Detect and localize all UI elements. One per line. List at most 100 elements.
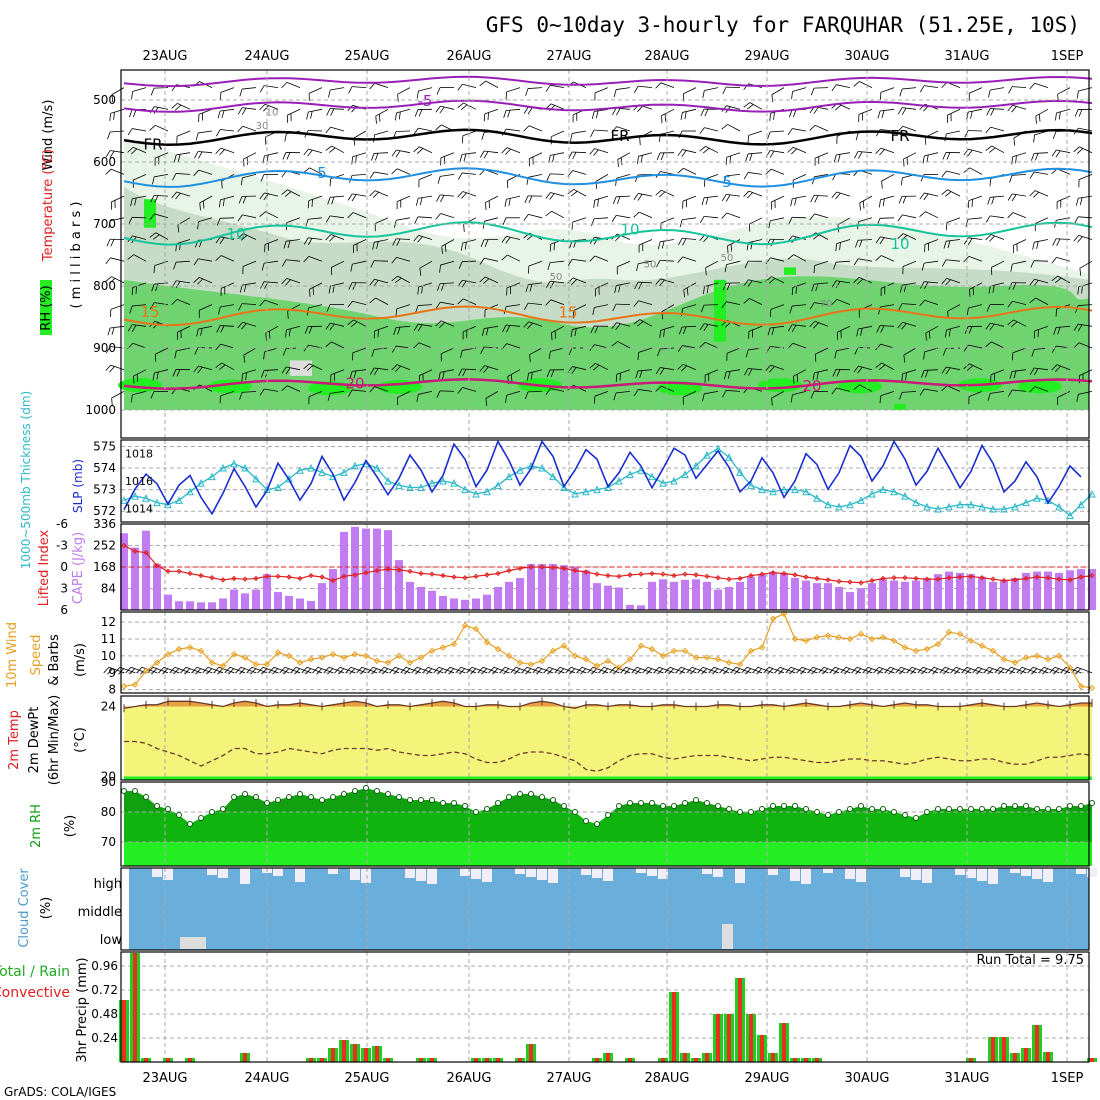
barb-staff xyxy=(460,666,477,674)
lifted-index-marker xyxy=(121,542,127,549)
barb-flag xyxy=(267,243,270,251)
lifted-index-marker xyxy=(451,574,457,580)
barb-flag xyxy=(636,263,639,272)
rh-marker xyxy=(869,806,875,812)
precip-conv-bar xyxy=(419,1058,423,1062)
lifted-index-marker xyxy=(242,576,248,582)
cape-bar xyxy=(703,581,711,610)
rh-marker xyxy=(286,794,292,800)
barb-flag xyxy=(789,109,793,118)
wind-ylabel-1: 10m Wind xyxy=(5,622,20,688)
wind-barb xyxy=(1029,297,1049,305)
wind-barb xyxy=(523,125,543,132)
barb-staff xyxy=(977,666,994,674)
barb-flag xyxy=(545,84,551,92)
wind-barb xyxy=(1053,325,1071,335)
thickness-marker xyxy=(989,504,997,513)
barb-flag xyxy=(906,157,908,165)
wind-barb xyxy=(985,322,1005,331)
wind-barb xyxy=(787,128,807,136)
wind-barb xyxy=(151,282,169,292)
barb-flag xyxy=(811,668,818,675)
barb-flag xyxy=(724,264,727,273)
barb-flag xyxy=(985,341,992,348)
wind-tick-label: 11 xyxy=(101,632,116,646)
wind-barb xyxy=(941,385,961,392)
barb-flag xyxy=(282,259,287,267)
wind-barb xyxy=(1011,152,1027,165)
wind-barb xyxy=(150,390,168,399)
barb-flag xyxy=(853,384,860,390)
precip-conv-bar xyxy=(430,1058,434,1062)
barb-flag xyxy=(393,668,400,675)
wind-barb xyxy=(902,260,917,275)
wind-barb xyxy=(700,304,719,313)
barb-staff xyxy=(462,325,477,333)
wind-barb xyxy=(661,108,675,124)
barb-flag xyxy=(265,137,267,145)
wind-barb xyxy=(193,277,213,285)
barb-flag xyxy=(787,254,794,260)
barb-flag xyxy=(991,196,995,205)
barb-staff xyxy=(286,81,301,88)
barb-staff xyxy=(308,391,323,398)
rh-marker xyxy=(264,800,270,806)
barb-flag xyxy=(105,150,111,158)
barb-flag xyxy=(243,354,246,363)
wind-barb xyxy=(150,194,169,203)
barb-staff xyxy=(176,152,191,156)
barb-staff xyxy=(1078,391,1093,395)
barb-flag xyxy=(215,236,221,244)
barb-staff xyxy=(308,108,323,113)
surface-wind-barb xyxy=(741,666,763,675)
lifted-index-marker xyxy=(913,575,919,582)
wind-barb xyxy=(239,87,257,97)
barb-flag xyxy=(369,279,375,286)
cape-bar xyxy=(285,595,293,610)
rh-marker xyxy=(1089,800,1095,806)
thickness-marker xyxy=(758,485,766,494)
lifted-index-marker xyxy=(165,568,171,575)
barb-staff xyxy=(317,666,334,674)
wind-barb xyxy=(479,80,499,88)
barb-flag xyxy=(283,668,290,675)
barb-staff xyxy=(770,364,785,371)
wind-barb xyxy=(309,282,323,297)
barb-staff xyxy=(396,345,411,349)
barb-staff xyxy=(155,232,169,240)
barb-flag xyxy=(976,668,983,675)
lifted-tick-label: 0 xyxy=(60,560,68,574)
barb-flag xyxy=(228,668,235,675)
barb-staff xyxy=(286,366,301,371)
wind-barb xyxy=(612,303,631,312)
barb-flag xyxy=(677,167,684,174)
barb-staff xyxy=(484,150,499,154)
precip-conv-bar xyxy=(1002,1037,1006,1062)
wind-barb xyxy=(259,211,279,219)
barb-flag xyxy=(150,391,155,399)
lifted-index-marker xyxy=(748,572,754,579)
wind-barb xyxy=(611,126,631,133)
barb-flag xyxy=(747,135,750,143)
barb-staff xyxy=(350,666,367,674)
barb-flag xyxy=(708,373,710,382)
barb-flag xyxy=(875,255,882,261)
barb-staff xyxy=(726,193,741,197)
contour-label: FR xyxy=(610,127,629,145)
barb-flag xyxy=(391,168,398,175)
wind-barb xyxy=(788,216,807,225)
barb-staff xyxy=(551,130,565,138)
surface-wind-barb xyxy=(488,666,510,675)
barb-flag xyxy=(1053,327,1057,335)
wind-barb xyxy=(325,145,345,154)
wind-barb xyxy=(435,105,455,114)
barb-flag xyxy=(1007,193,1013,201)
barb-staff xyxy=(418,174,433,181)
precip-conv-bar xyxy=(243,1053,247,1062)
barb-flag xyxy=(769,366,775,373)
barb-flag xyxy=(598,667,605,674)
barb-flag xyxy=(897,125,904,133)
cape-bar xyxy=(747,576,755,610)
lifted-index-marker xyxy=(297,575,303,582)
barb-flag xyxy=(327,393,331,401)
